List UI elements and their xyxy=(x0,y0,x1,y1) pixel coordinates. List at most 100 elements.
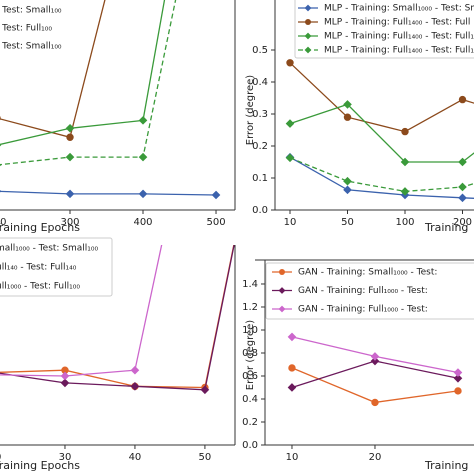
x-tick-label: 300 xyxy=(60,217,79,228)
y-tick-label: 0.3 xyxy=(252,109,268,120)
data-point xyxy=(138,152,148,162)
data-point xyxy=(288,364,296,372)
data-point xyxy=(400,187,410,196)
x-tick-label: 10 xyxy=(286,452,299,463)
plot-area xyxy=(0,39,235,395)
legend-label: - Test: Full₁₀₀ xyxy=(0,24,52,34)
x-tick-label: 50 xyxy=(341,217,354,228)
data-point xyxy=(458,95,467,104)
y-tick-label: 0.4 xyxy=(252,77,268,88)
legend-label: GAN - Training: Full₁₀₀₀ - Test: xyxy=(298,286,428,296)
data-point xyxy=(130,382,140,391)
x-axis-label: Training Epochs xyxy=(0,221,80,234)
y-tick-label: 0.0 xyxy=(242,440,258,451)
y-tick-label: 0.5 xyxy=(252,45,268,56)
data-point xyxy=(343,185,352,195)
data-point xyxy=(0,143,2,147)
data-point xyxy=(343,100,352,109)
data-point xyxy=(65,189,75,199)
x-tick-label: 500 xyxy=(206,217,225,228)
series-line xyxy=(289,156,474,199)
series-line xyxy=(0,190,217,196)
series-line xyxy=(0,0,166,146)
data-point xyxy=(458,182,467,192)
data-point xyxy=(343,176,352,186)
data-point xyxy=(0,163,2,167)
data-point xyxy=(60,371,70,381)
data-point xyxy=(370,352,380,361)
data-point xyxy=(371,398,379,407)
y-tick-label: 0.0 xyxy=(252,205,268,216)
x-tick-label: 20 xyxy=(369,452,382,463)
series-line xyxy=(0,0,177,166)
plot-area xyxy=(287,332,463,407)
x-tick-label: 200 xyxy=(0,217,7,228)
y-tick-label: 0.2 xyxy=(252,141,268,152)
y-tick-label: 0.2 xyxy=(242,417,258,428)
x-tick-label: 400 xyxy=(133,217,152,228)
legend-label: ull₁₀₀₀ - Test: Full₁₀₀ xyxy=(0,282,80,292)
data-point xyxy=(287,332,297,342)
legend-label: MLP - Training: Small₁₀₀₀ - Test: Sm xyxy=(324,4,474,14)
legend-marker xyxy=(278,305,286,313)
legend-label: mall₁₀₀₀ - Test: Small₁₀₀ xyxy=(0,244,99,254)
y-tick-label: 0.4 xyxy=(242,394,258,405)
data-point xyxy=(65,123,75,133)
legend-marker xyxy=(304,4,312,12)
y-tick-label: 0.8 xyxy=(242,348,258,359)
x-tick-label: 100 xyxy=(395,217,414,228)
data-point xyxy=(60,378,70,388)
legend-marker xyxy=(278,287,286,294)
plot-area xyxy=(285,59,474,203)
series-line xyxy=(289,157,474,193)
data-point xyxy=(370,356,380,366)
x-axis-label: Training xyxy=(424,221,468,234)
data-point xyxy=(401,127,409,136)
data-point xyxy=(343,113,352,121)
data-point xyxy=(65,152,75,162)
y-tick-label: 0.6 xyxy=(242,371,258,382)
data-point xyxy=(458,157,467,167)
legend-marker xyxy=(305,19,311,25)
data-point xyxy=(285,153,295,163)
legend-label: MLP - Training: Full₁₄₀₀ - Test: Full xyxy=(324,18,470,28)
y-tick-label: 1.0 xyxy=(242,325,258,336)
series-line xyxy=(289,62,474,133)
legend-label: MLP - Training: Full₁₄₀₀ - Test: Full₁₄ xyxy=(324,46,474,56)
data-point xyxy=(201,39,208,46)
data-point xyxy=(458,193,467,203)
x-tick-label: 40 xyxy=(129,452,142,463)
data-point xyxy=(287,383,297,392)
x-axis-label: Training Epochs xyxy=(0,459,80,472)
series-line xyxy=(0,0,106,139)
data-point xyxy=(130,365,140,375)
x-tick-label: 20 xyxy=(0,452,1,463)
series-line xyxy=(0,245,163,377)
series-line xyxy=(0,245,235,389)
data-point xyxy=(138,189,148,199)
legend-frame xyxy=(0,237,113,297)
data-point xyxy=(66,133,74,141)
legend-label: - Test: Small₁₀₀ xyxy=(0,6,62,16)
legend-frame xyxy=(265,262,474,320)
legend-label: GAN - Training: Small₁₀₀₀ - Test: xyxy=(298,268,437,278)
y-axis-label: Error (degree) xyxy=(245,320,256,390)
data-point xyxy=(0,189,2,193)
data-point xyxy=(400,157,410,167)
legend-label: ull₁₄₀ - Test: Full₁₄₀ xyxy=(0,263,77,273)
x-tick-label: 10 xyxy=(284,217,297,228)
y-tick-label: 1.4 xyxy=(242,279,258,290)
data-point xyxy=(211,190,221,200)
x-axis-label: Training xyxy=(424,459,468,472)
legend-label: MLP - Training: Full₁₄₀₀ - Test: Full₁ xyxy=(324,32,474,42)
y-tick-label: 0.1 xyxy=(252,173,268,184)
plot-area xyxy=(0,0,221,200)
y-tick-label: 1.2 xyxy=(242,302,258,313)
x-tick-label: 50 xyxy=(199,452,212,463)
data-point xyxy=(453,373,463,383)
series-line xyxy=(289,103,474,163)
y-axis-label: Error (degree) xyxy=(245,75,256,145)
legend-marker xyxy=(304,32,312,40)
data-point xyxy=(453,368,463,377)
